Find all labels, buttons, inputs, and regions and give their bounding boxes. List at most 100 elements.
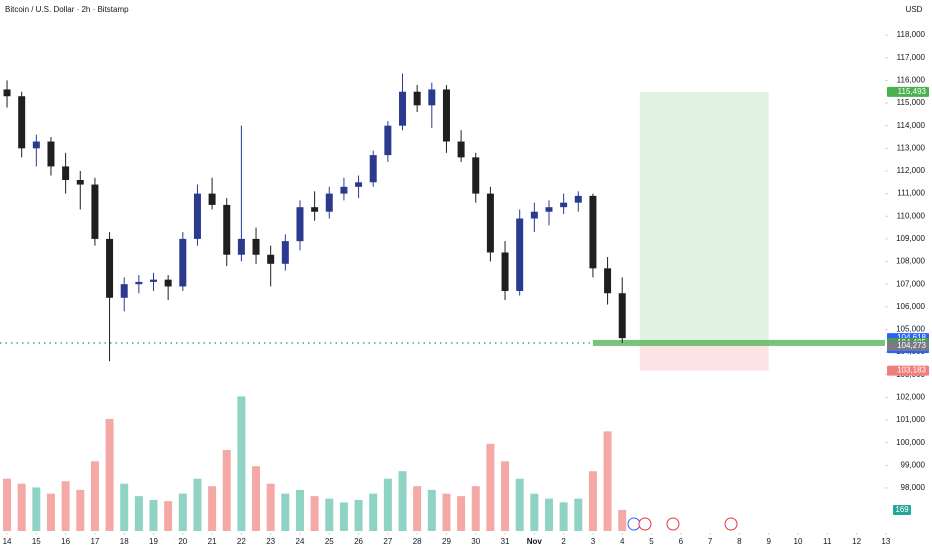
y-tick-label: 117,000 [897, 53, 926, 62]
volume-bar [530, 493, 539, 531]
candle-body [223, 204, 231, 255]
candle-body [574, 195, 582, 203]
volume-bar [559, 502, 568, 531]
x-tick-label: 22 [237, 537, 246, 546]
x-tick-label: 3 [591, 537, 596, 546]
volume-bar [369, 493, 378, 531]
candle-body [516, 218, 524, 291]
candle-body [193, 193, 201, 239]
candle-body [32, 141, 40, 149]
volume-bar [486, 443, 495, 531]
volume-bar [618, 509, 627, 531]
candle-body [486, 193, 494, 253]
price-tag [887, 86, 929, 97]
candle-body [76, 180, 84, 185]
x-tick-label: 29 [442, 537, 451, 546]
x-tick-label: Nov [527, 537, 543, 546]
candle-body [311, 207, 319, 212]
volume-bar [515, 478, 524, 531]
x-tick-label: 17 [90, 537, 99, 546]
candle-body [106, 238, 114, 298]
y-tick-label: 113,000 [897, 143, 926, 152]
x-tick-label: 26 [354, 537, 363, 546]
candle-body [560, 202, 568, 208]
x-tick-label: 13 [881, 537, 890, 546]
candle-body [325, 193, 333, 212]
y-tick-label: 98,000 [901, 483, 926, 492]
candle-body [428, 89, 436, 106]
candle-body [530, 211, 538, 219]
x-tick-label: 28 [413, 537, 422, 546]
volume-bar [295, 489, 304, 531]
volume-bar [252, 466, 261, 531]
x-tick-label: 6 [679, 537, 684, 546]
currency: USD [906, 5, 923, 14]
y-tick-label: 110,000 [897, 211, 926, 220]
volume-bar [398, 471, 407, 531]
volume-bar [164, 501, 173, 531]
price-tag [887, 340, 929, 351]
target-zone [639, 91, 769, 343]
y-tick-label: 99,000 [901, 460, 926, 469]
volume-bar [193, 478, 202, 531]
event-icon[interactable] [627, 517, 641, 531]
candle-body [604, 268, 612, 294]
volume-bar [457, 496, 466, 531]
stop-zone [639, 342, 769, 371]
candle-body [296, 207, 304, 242]
x-tick-label: 21 [208, 537, 217, 546]
price-tag-label: 104,618 [897, 333, 926, 342]
x-tick-label: 14 [3, 537, 12, 546]
volume-bar [149, 499, 158, 531]
y-tick-label: 100,000 [896, 438, 925, 447]
candle-body [164, 279, 172, 287]
x-tick-label: 16 [61, 537, 70, 546]
volume-bar [354, 499, 363, 531]
volume-bar [501, 461, 510, 531]
price-tag [887, 365, 929, 376]
event-icon[interactable] [724, 517, 738, 531]
event-icon[interactable] [666, 517, 680, 531]
x-tick-label: 30 [471, 537, 480, 546]
volume-bar [574, 498, 583, 531]
volume-bar [222, 450, 231, 531]
x-tick-label: 8 [737, 537, 742, 546]
candle-body [442, 89, 450, 142]
candle-body [340, 186, 348, 194]
candle-body [208, 193, 216, 205]
y-tick-label: 118,000 [897, 30, 926, 39]
x-tick-label: 31 [501, 537, 510, 546]
event-icon[interactable] [638, 517, 652, 531]
candle-body [384, 125, 392, 156]
x-tick-label: 24 [296, 537, 305, 546]
x-tick-label: 2 [561, 537, 566, 546]
volume-bar [427, 489, 436, 531]
volume-bar [544, 498, 553, 531]
candle-body [120, 284, 128, 298]
candle-body [369, 155, 377, 183]
x-tick-label: 9 [766, 537, 771, 546]
x-tick-label: 27 [383, 537, 392, 546]
candle-body [47, 141, 55, 167]
volume-bar [383, 478, 392, 531]
y-tick-label: 108,000 [896, 257, 925, 266]
volume-bar [310, 496, 319, 531]
candle-body [150, 279, 158, 282]
candle-body [18, 96, 26, 149]
volume-bar [32, 487, 41, 531]
volume-bar [588, 471, 597, 531]
candle-body [267, 254, 275, 264]
x-tick-label: 15 [32, 537, 41, 546]
candle-body [91, 184, 99, 239]
y-tick-label: 101,000 [896, 415, 925, 424]
x-tick-label: 25 [325, 537, 334, 546]
volume-bar [46, 493, 55, 531]
y-tick-label: 111,000 [897, 189, 925, 198]
candle-body [618, 293, 626, 339]
candle-body [252, 238, 260, 255]
volume-bar [76, 489, 85, 531]
candle-body [179, 238, 187, 287]
candle-body [413, 91, 421, 106]
